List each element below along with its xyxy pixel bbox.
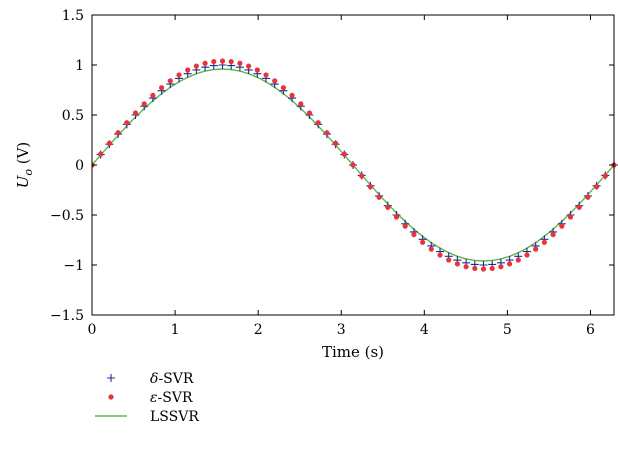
x-tick-label: 5 <box>503 322 512 338</box>
legend-label: ε-SVR <box>150 390 193 406</box>
data-point-epsilon-svr <box>272 78 278 84</box>
x-tick-label: 3 <box>337 322 346 338</box>
data-point-epsilon-svr <box>333 140 339 146</box>
data-point-epsilon-svr <box>324 130 330 136</box>
x-tick-label: 2 <box>254 322 263 338</box>
data-point-epsilon-svr <box>298 101 304 107</box>
data-point-epsilon-svr <box>376 194 382 200</box>
data-point-epsilon-svr <box>480 266 487 272</box>
data-point-epsilon-svr <box>263 72 269 78</box>
data-point-epsilon-svr <box>385 204 391 210</box>
x-tick-label: 1 <box>171 322 180 338</box>
data-point-epsilon-svr <box>420 239 426 245</box>
data-point-epsilon-svr <box>159 85 165 91</box>
y-tick-label: −1 <box>63 258 84 274</box>
legend-marker-epsilon-svr <box>108 394 114 400</box>
data-point-epsilon-svr <box>393 214 400 220</box>
data-point-epsilon-svr <box>463 264 469 270</box>
data-point-epsilon-svr <box>115 130 121 136</box>
data-point-epsilon-svr <box>593 184 600 190</box>
data-point-epsilon-svr <box>150 92 156 99</box>
y-tick-label: 1 <box>75 58 84 74</box>
data-point-epsilon-svr <box>289 92 295 99</box>
legend: δ-SVR ε-SVR LSSVR <box>95 371 199 425</box>
legend-label: LSSVR <box>150 409 199 425</box>
legend-label: δ-SVR <box>150 371 194 387</box>
y-tick-label: 1.5 <box>62 8 84 24</box>
data-point-epsilon-svr <box>167 78 173 84</box>
x-tick-label: 6 <box>586 322 595 338</box>
data-point-epsilon-svr <box>202 60 208 66</box>
data-point-epsilon-svr <box>472 265 478 272</box>
data-point-epsilon-svr <box>428 246 434 252</box>
data-point-epsilon-svr <box>498 264 504 270</box>
data-point-epsilon-svr <box>576 204 582 210</box>
y-tick-label: 0.5 <box>62 108 84 124</box>
data-point-epsilon-svr <box>98 151 104 157</box>
data-point-epsilon-svr <box>367 184 373 190</box>
data-point-epsilon-svr <box>132 110 139 116</box>
data-point-epsilon-svr <box>454 261 460 267</box>
data-point-epsilon-svr <box>524 252 530 258</box>
data-point-epsilon-svr <box>341 151 347 157</box>
data-point-epsilon-svr <box>141 101 147 107</box>
data-point-epsilon-svr <box>176 72 182 78</box>
y-axis-label: Uo (V) <box>14 142 35 189</box>
data-point-epsilon-svr <box>550 231 556 238</box>
y-tick-label: −1.5 <box>50 308 84 324</box>
data-point-epsilon-svr <box>237 60 243 66</box>
data-point-epsilon-svr <box>306 110 313 116</box>
data-point-epsilon-svr <box>124 120 130 126</box>
data-point-epsilon-svr <box>602 173 608 179</box>
y-tick-label: 0 <box>75 158 84 174</box>
data-point-epsilon-svr <box>515 257 521 263</box>
data-point-epsilon-svr <box>350 162 356 168</box>
data-point-epsilon-svr <box>254 67 260 73</box>
data-point-epsilon-svr <box>402 223 408 229</box>
x-tick-label: 0 <box>88 322 97 338</box>
data-point-epsilon-svr <box>315 120 321 126</box>
data-point-epsilon-svr <box>193 63 199 69</box>
data-point-epsilon-svr <box>246 63 252 69</box>
data-point-epsilon-svr <box>559 223 565 229</box>
data-point-epsilon-svr <box>280 85 286 91</box>
data-point-epsilon-svr <box>446 257 452 263</box>
data-point-epsilon-svr <box>437 252 443 258</box>
data-point-epsilon-svr <box>219 58 226 64</box>
data-point-epsilon-svr <box>106 140 112 146</box>
data-point-epsilon-svr <box>489 265 495 272</box>
plot-area <box>92 58 618 272</box>
x-axis-label: Time (s) <box>322 343 384 361</box>
y-tick-label: −0.5 <box>50 208 84 224</box>
axes: 0 1 2 3 4 5 6 −1.5 −1 −0.5 0 0.5 1 1.5 Time (s) Uo (V) <box>14 8 615 361</box>
data-point-epsilon-svr <box>533 246 539 252</box>
data-point-epsilon-svr <box>185 67 191 73</box>
data-point-epsilon-svr <box>359 173 365 179</box>
x-tick-label: 4 <box>420 322 429 338</box>
data-point-epsilon-svr <box>506 261 513 267</box>
data-point-epsilon-svr <box>541 239 547 245</box>
data-point-epsilon-svr <box>567 214 574 220</box>
legend-marker-delta-svr <box>107 374 115 382</box>
data-point-epsilon-svr <box>228 58 234 65</box>
data-point-epsilon-svr <box>211 58 217 65</box>
data-point-epsilon-svr <box>585 194 591 200</box>
data-point-epsilon-svr <box>411 231 417 238</box>
